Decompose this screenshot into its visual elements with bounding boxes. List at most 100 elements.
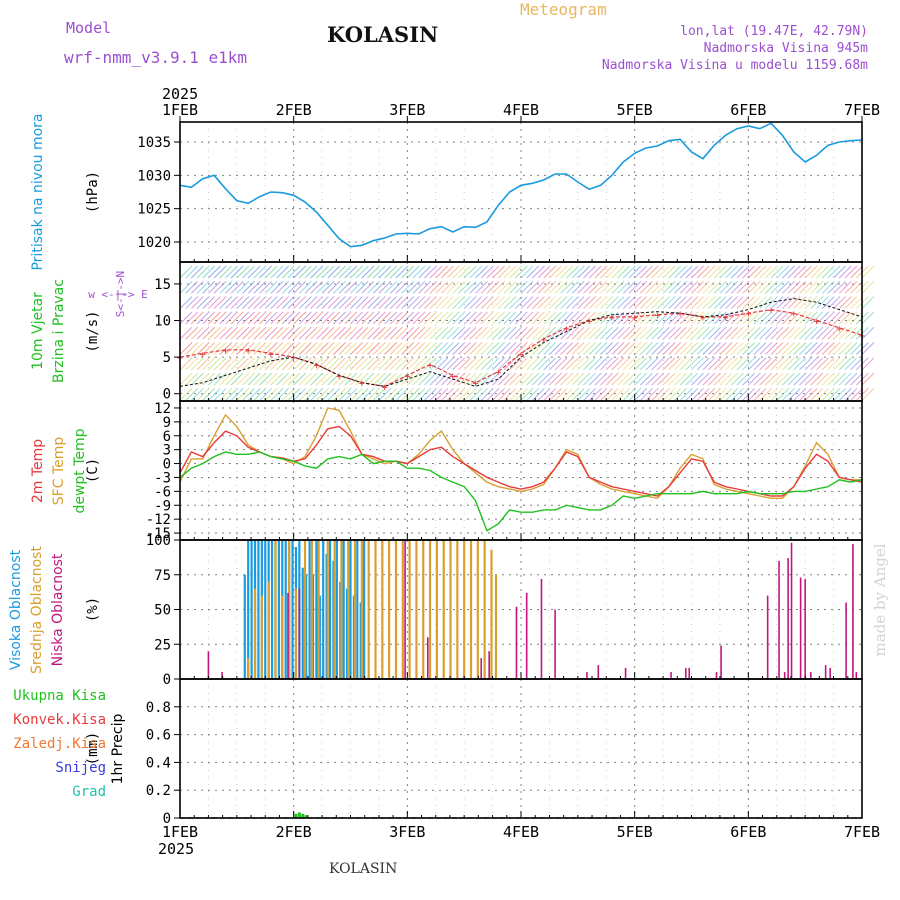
wind-barb xyxy=(600,326,613,340)
wind-barb xyxy=(321,342,335,355)
wind-barb xyxy=(691,280,704,294)
wind-barb xyxy=(571,296,585,309)
wind-barb xyxy=(816,311,829,325)
wind-barb xyxy=(264,265,278,279)
wind-barb xyxy=(776,265,790,279)
wind-barb xyxy=(560,372,574,386)
wind-barb xyxy=(185,326,199,340)
wind-barb xyxy=(736,311,750,325)
wind-barb xyxy=(605,296,619,309)
wind-barb xyxy=(213,357,227,371)
wind-barb xyxy=(401,342,414,355)
wind-barb xyxy=(622,280,636,294)
wind-barb xyxy=(520,265,534,279)
wind-barb xyxy=(475,372,488,386)
wind-barb xyxy=(452,311,466,325)
wind-barb xyxy=(793,357,807,371)
wind-barb xyxy=(742,357,755,371)
wind-barb xyxy=(264,372,278,386)
wind-barb xyxy=(742,265,755,279)
wind-barb xyxy=(441,296,454,309)
wind-barb xyxy=(497,311,511,325)
wind-barb xyxy=(640,357,653,371)
wind-barb xyxy=(838,296,852,309)
wind-barb xyxy=(719,372,733,386)
x-tick-label-bottom: 7FEB xyxy=(844,823,880,841)
wind-barb xyxy=(713,372,727,386)
wind-barb xyxy=(816,388,829,401)
wind-gust-marker: + xyxy=(336,371,342,382)
wind-barb xyxy=(725,357,738,371)
wind-barb xyxy=(776,372,790,386)
wind-barb xyxy=(191,280,204,294)
y-tick-label: 1030 xyxy=(137,168,171,184)
wind-barb xyxy=(753,311,767,325)
wind-barb xyxy=(486,326,500,340)
wind-barb xyxy=(486,280,500,294)
wind-barb xyxy=(674,296,687,309)
wind-barb xyxy=(344,311,358,325)
wind-barb xyxy=(355,265,369,279)
wind-barb xyxy=(429,280,443,294)
wind-barb xyxy=(213,296,227,309)
wind-barb xyxy=(532,326,545,340)
wind-barb xyxy=(577,296,591,309)
wind-barb xyxy=(452,342,466,355)
wind-barb xyxy=(344,357,358,371)
wind-barb xyxy=(651,342,665,355)
wind-barb xyxy=(537,357,551,371)
wind-barb xyxy=(463,342,477,355)
wind-barb xyxy=(384,372,397,386)
wind-barb xyxy=(259,372,272,386)
wind-barb xyxy=(566,342,579,355)
y-tick-label: 0 xyxy=(163,387,171,403)
wind-barb xyxy=(418,388,432,401)
wind-barb xyxy=(640,296,653,309)
wind-barb xyxy=(787,296,801,309)
wind-barb xyxy=(350,372,363,386)
x-tick-label-bottom: 3FEB xyxy=(389,823,425,841)
label-layer: 1020 1025 1030 1035 (hPa) 0 5 10 15 (m/s) -15-12-9… xyxy=(8,85,880,858)
wind-barb xyxy=(776,326,790,340)
y-tick-label: 0.6 xyxy=(146,728,171,744)
wind-barb xyxy=(247,342,261,355)
wind-barb xyxy=(452,357,466,371)
wind-barb xyxy=(668,326,682,340)
wind-barb xyxy=(753,388,767,401)
wind-barb xyxy=(549,342,562,355)
wind-barb xyxy=(532,265,545,279)
wind-barb xyxy=(736,388,750,401)
wind-barb xyxy=(264,388,278,401)
wind-barb xyxy=(344,326,358,340)
wind-barb xyxy=(230,311,244,325)
wind-barb xyxy=(219,265,233,279)
wind-barb xyxy=(350,342,363,355)
wind-barb xyxy=(287,265,301,279)
wind-barb xyxy=(651,372,665,386)
wind-barb xyxy=(549,296,562,309)
wind-barb xyxy=(372,265,386,279)
wind-barb xyxy=(179,311,193,325)
wind-barb xyxy=(350,280,363,294)
wind-barb xyxy=(736,372,750,386)
wind-barb xyxy=(554,296,568,309)
axis-title: Visoka Oblacnost xyxy=(8,549,24,670)
wind-barb xyxy=(253,342,267,355)
wind-barb xyxy=(452,280,466,294)
wind-barb xyxy=(259,265,272,279)
wind-barb xyxy=(463,265,477,279)
wind-barb xyxy=(270,311,284,325)
wind-barb xyxy=(310,265,324,279)
wind-barb xyxy=(554,326,568,340)
wind-barb xyxy=(600,372,613,386)
y-tick-label: 10 xyxy=(154,314,171,330)
wind-barb xyxy=(264,296,278,309)
wind-gust-marker: + xyxy=(200,349,206,360)
wind-barb xyxy=(759,280,773,294)
wind-barb xyxy=(321,265,335,279)
wind-barb xyxy=(640,372,653,386)
wind-barb xyxy=(719,357,733,371)
wind-barb xyxy=(628,265,642,279)
wind-barb xyxy=(469,296,483,309)
x-tick-label-top: 5FEB xyxy=(617,101,653,119)
